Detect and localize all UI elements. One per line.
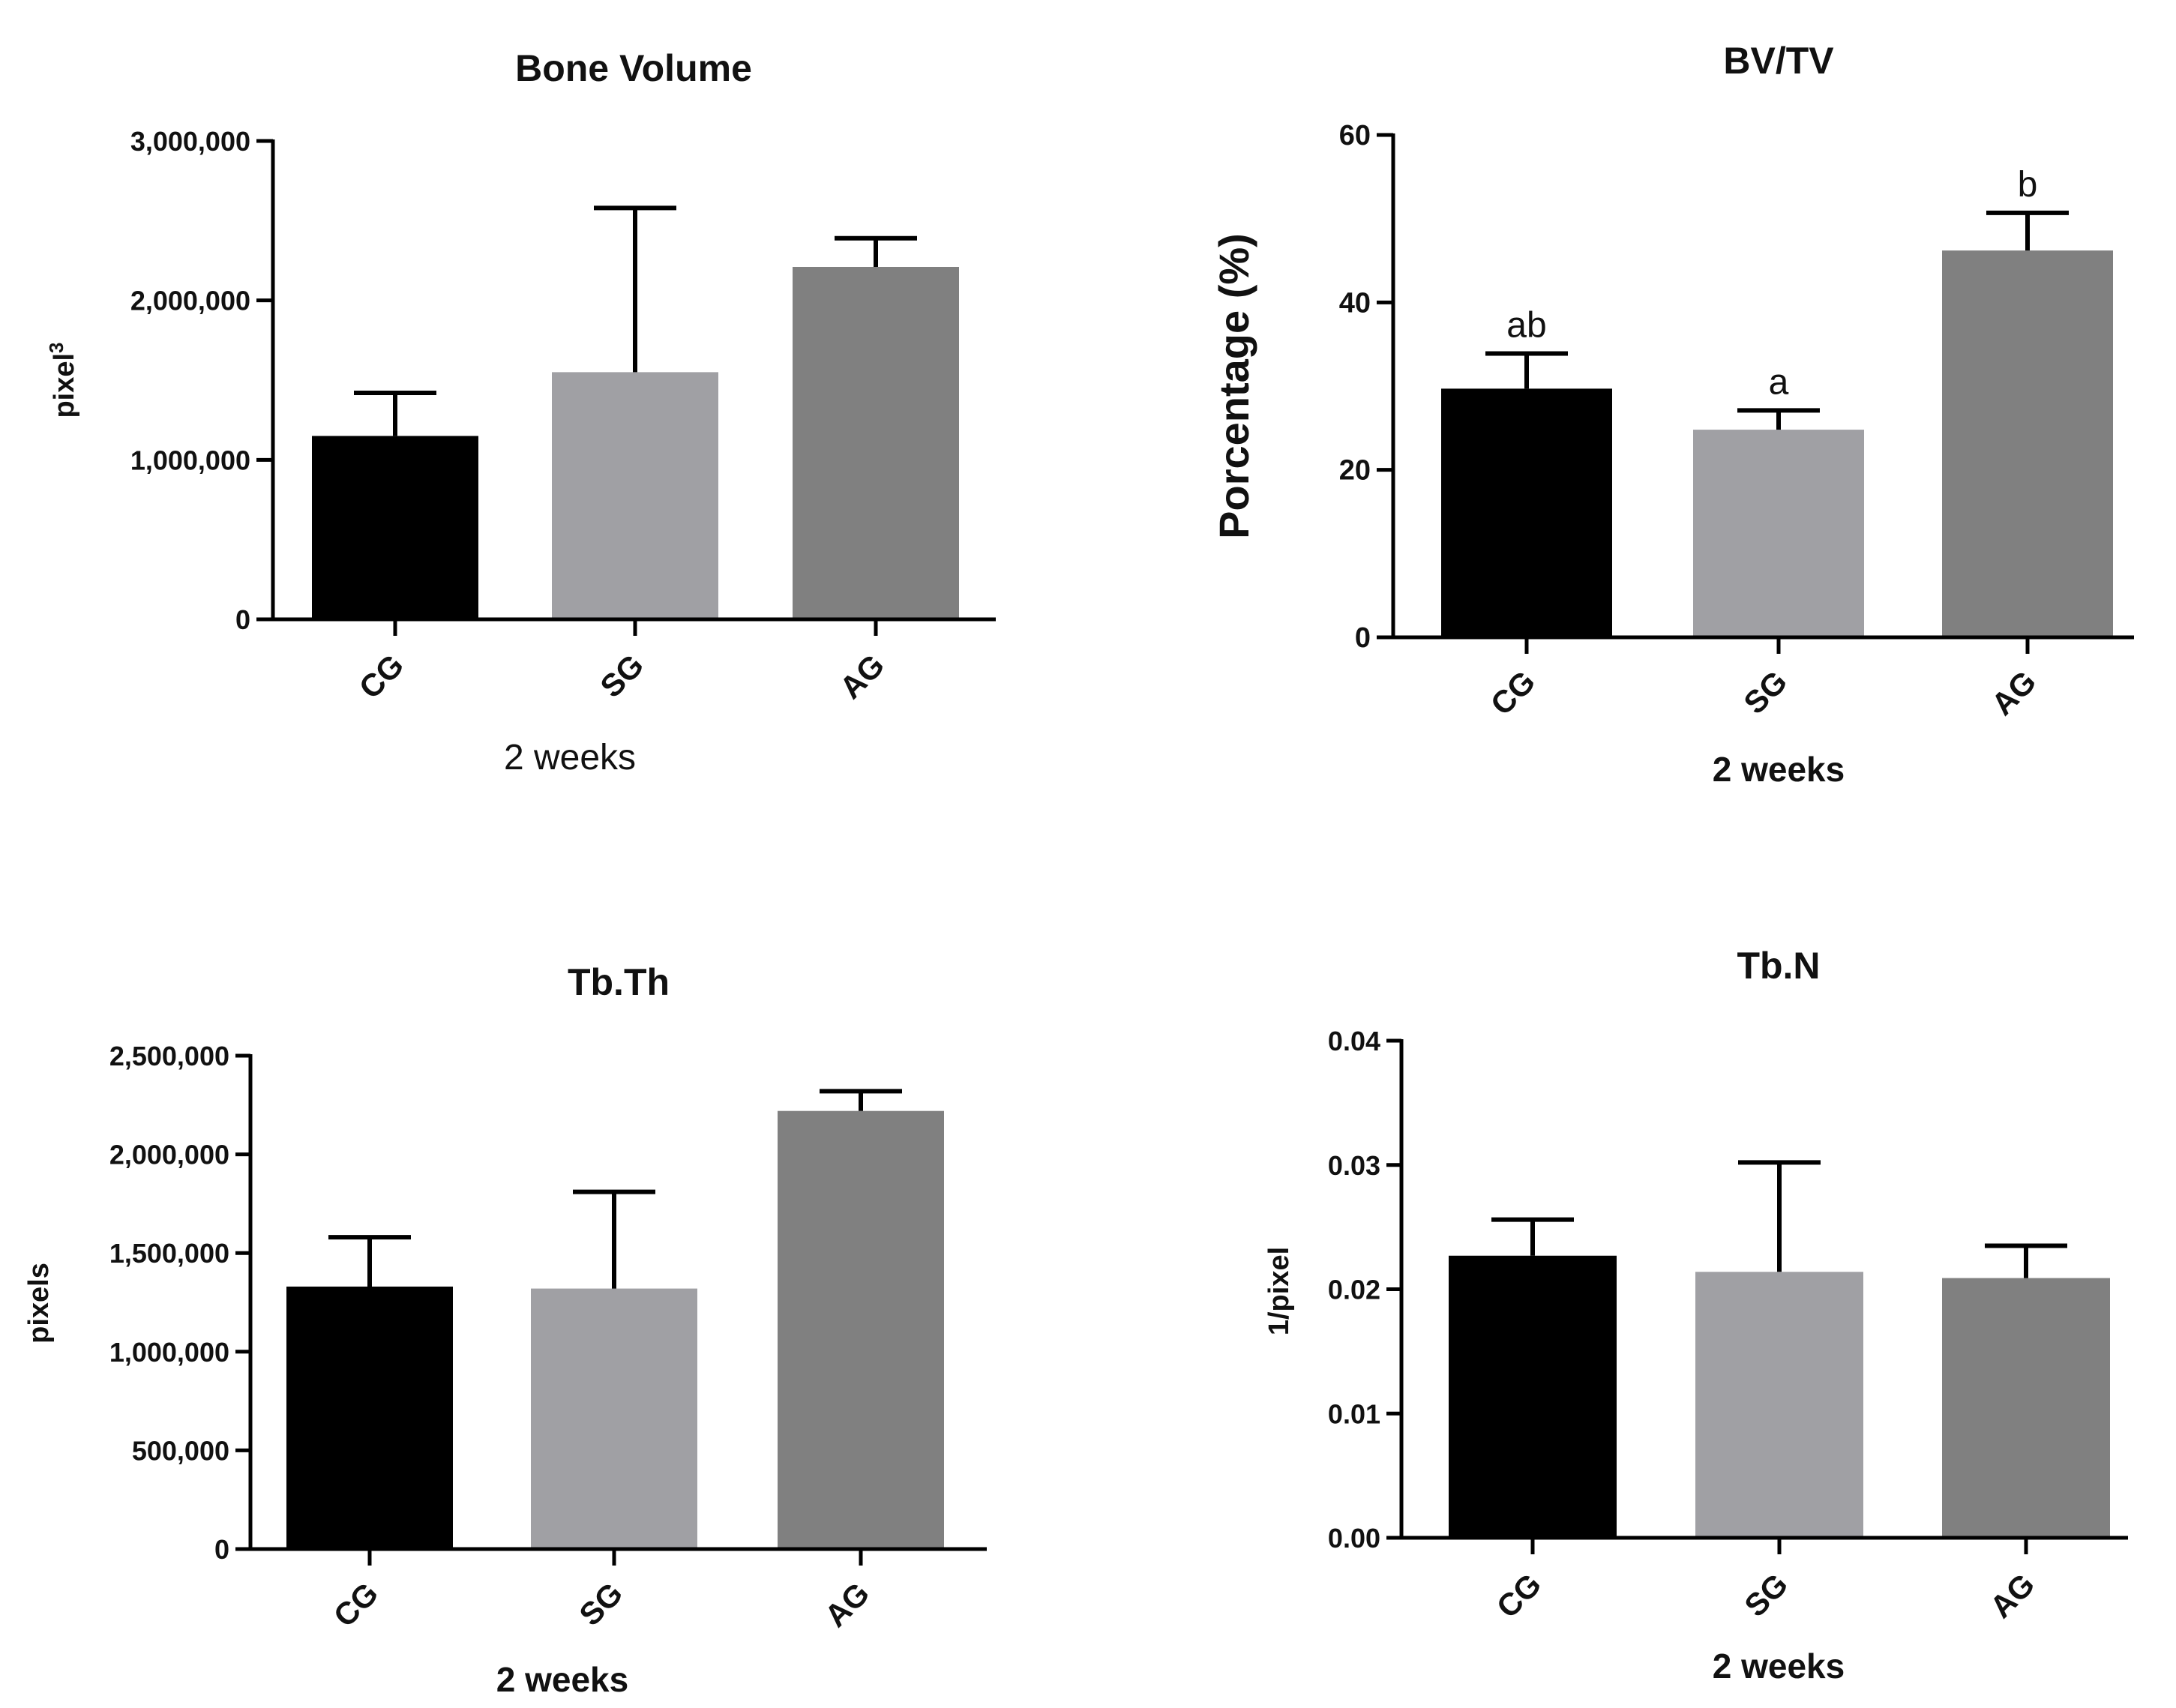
chart-title: Tb.Th bbox=[568, 961, 670, 1003]
y-tick-label: 2,000,000 bbox=[130, 286, 250, 316]
error-bar-ag bbox=[1986, 210, 2069, 251]
y-axis-label: pixels bbox=[23, 1263, 55, 1344]
x-tick-label-sg: SG bbox=[1737, 1566, 1794, 1623]
x-tick-label-sg: SG bbox=[1737, 664, 1794, 721]
y-tick-label: 0 bbox=[214, 1534, 229, 1565]
y-tick-label: 20 bbox=[1339, 455, 1371, 487]
x-tick-label-cg: CG bbox=[352, 647, 411, 706]
x-axis-label: 2 weeks bbox=[1713, 750, 1845, 789]
x-tick-label-cg: CG bbox=[1490, 1566, 1548, 1625]
bar-sg bbox=[1695, 1272, 1863, 1538]
chart-panel-1: Bone Volume 0 1,000,000 2,000,000 3,000,000 C… bbox=[45, 47, 996, 778]
y-axis-label: Porcentage (%) bbox=[1210, 233, 1257, 539]
y-tick-label: 0.04 bbox=[1328, 1026, 1380, 1056]
chart-title: BV/TV bbox=[1723, 40, 1834, 82]
y-tick-label: 0.00 bbox=[1328, 1523, 1380, 1554]
bar-sg bbox=[531, 1288, 697, 1549]
bar-ag bbox=[1942, 250, 2113, 638]
significance-label: b bbox=[2018, 165, 2038, 205]
x-axis-label: 2 weeks bbox=[496, 1660, 628, 1699]
y-tick-label: 500,000 bbox=[132, 1435, 229, 1466]
significance-label: a bbox=[1769, 362, 1789, 402]
y-axis-label-superscript: 3 bbox=[45, 342, 67, 352]
bar-sg bbox=[552, 372, 718, 619]
bar-ag bbox=[1942, 1278, 2110, 1538]
y-tick-label: 0.03 bbox=[1328, 1150, 1380, 1181]
error-bar-sg bbox=[1738, 1160, 1821, 1272]
x-tick-label-cg: CG bbox=[1484, 664, 1542, 722]
x-tick-label-ag: AG bbox=[818, 1575, 877, 1634]
y-tick-label: 2,500,000 bbox=[109, 1041, 229, 1071]
bar-cg bbox=[1441, 388, 1612, 637]
x-tick-label-sg: SG bbox=[572, 1575, 629, 1632]
y-tick-label: 40 bbox=[1339, 287, 1371, 319]
error-bar-ag bbox=[1985, 1243, 2067, 1278]
y-tick-label: 0.02 bbox=[1328, 1275, 1380, 1305]
y-tick-label: 1,500,000 bbox=[109, 1238, 229, 1269]
significance-label: ab bbox=[1506, 305, 1546, 345]
bar-ag bbox=[793, 267, 959, 619]
y-tick-label: 2,000,000 bbox=[109, 1140, 229, 1170]
y-tick-label: 0 bbox=[235, 604, 250, 635]
bar-cg bbox=[1449, 1255, 1617, 1538]
bar-cg bbox=[286, 1286, 453, 1549]
x-axis-label: 2 weeks bbox=[1713, 1647, 1845, 1686]
bar-cg bbox=[312, 436, 478, 619]
bar-ag bbox=[778, 1110, 944, 1549]
chart-title: Tb.N bbox=[1737, 945, 1820, 987]
x-tick-label-ag: AG bbox=[1983, 1566, 2042, 1625]
y-axis-label: 1/pixel bbox=[1263, 1247, 1295, 1335]
x-tick-label-cg: CG bbox=[327, 1575, 385, 1634]
error-bar-ag bbox=[835, 235, 917, 268]
chart-title: Bone Volume bbox=[515, 47, 752, 89]
y-axis-label: pixel3 bbox=[45, 342, 80, 418]
y-tick-label: 1,000,000 bbox=[109, 1337, 229, 1368]
x-axis-label: 2 weeks bbox=[504, 738, 636, 778]
y-tick-label: 0 bbox=[1355, 622, 1371, 654]
error-bar-cg bbox=[1485, 351, 1568, 389]
chart-panel-3: Tb.Th 0 500,000 1,000,000 1,500,000 2,000,000… bbox=[23, 961, 987, 1699]
y-tick-label: 0.01 bbox=[1328, 1398, 1380, 1429]
bar-sg bbox=[1693, 430, 1864, 637]
y-tick-label: 60 bbox=[1339, 120, 1371, 151]
charts-container: Bone Volume 0 1,000,000 2,000,000 3,000,000 C… bbox=[23, 40, 2134, 1699]
y-tick-label: 3,000,000 bbox=[130, 126, 250, 157]
x-tick-label-sg: SG bbox=[593, 647, 650, 704]
error-bar-cg bbox=[328, 1235, 411, 1287]
error-bar-sg bbox=[594, 205, 676, 373]
error-bar-sg bbox=[1737, 408, 1820, 430]
error-bar-ag bbox=[820, 1089, 902, 1111]
error-bar-cg bbox=[354, 391, 436, 436]
error-bar-cg bbox=[1491, 1217, 1574, 1256]
x-tick-label-ag: AG bbox=[1985, 664, 2043, 722]
chart-panel-4: Tb.N 0.00 0.01 0.02 0.03 0.04 CG SG AG 2 weeks 1/p… bbox=[1263, 945, 2128, 1686]
error-bar-sg bbox=[573, 1189, 655, 1289]
y-tick-label: 1,000,000 bbox=[130, 445, 250, 475]
x-tick-label-ag: AG bbox=[833, 647, 892, 706]
